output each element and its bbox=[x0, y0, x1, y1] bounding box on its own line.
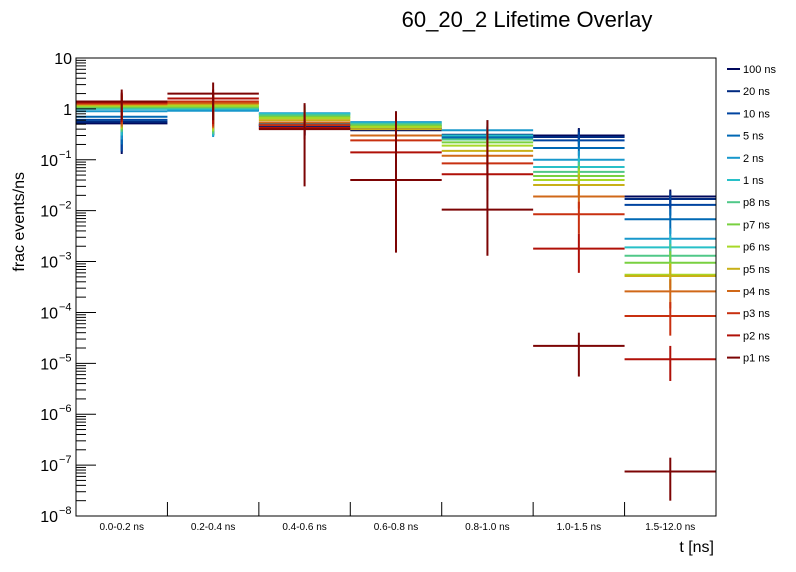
legend-item: p2 ns bbox=[727, 330, 770, 342]
data-layer bbox=[76, 82, 716, 501]
y-tick-label: 10 bbox=[54, 51, 72, 68]
y-tick-label: 10 bbox=[40, 458, 58, 475]
legend-item: 2 ns bbox=[727, 153, 764, 165]
chart-title: 60_20_2 Lifetime Overlay bbox=[402, 7, 653, 32]
series-p1-ns bbox=[76, 82, 716, 501]
y-tick-exponent: −1 bbox=[59, 149, 72, 161]
x-category-label: 0.4-0.6 ns bbox=[282, 522, 326, 533]
legend-label: 10 ns bbox=[743, 108, 770, 120]
x-category-label: 0.2-0.4 ns bbox=[191, 522, 235, 533]
plot-frame bbox=[75, 57, 717, 517]
y-tick-exponent: −8 bbox=[59, 505, 72, 517]
y-tick-label: 10 bbox=[40, 255, 58, 272]
x-category-label: 0.8-1.0 ns bbox=[465, 522, 509, 533]
y-tick-label: 10 bbox=[40, 305, 58, 322]
x-category-label: 1.5-12.0 ns bbox=[645, 522, 695, 533]
y-tick-exponent: −2 bbox=[59, 200, 72, 212]
y-tick-exponent: −6 bbox=[59, 403, 72, 415]
legend-item: 10 ns bbox=[727, 108, 770, 120]
x-category-label: 1.0-1.5 ns bbox=[557, 522, 601, 533]
legend-item: p6 ns bbox=[727, 242, 770, 254]
y-tick-exponent: −3 bbox=[59, 251, 72, 263]
legend-item: p5 ns bbox=[727, 264, 770, 276]
y-tick-label: 10 bbox=[40, 356, 58, 373]
y-tick-label: 1 bbox=[63, 102, 72, 119]
legend-item: p8 ns bbox=[727, 197, 770, 209]
y-tick-label: 10 bbox=[40, 407, 58, 424]
y-tick-exponent: −5 bbox=[59, 352, 72, 364]
legend: 100 ns 20 ns 10 ns 5 ns 2 ns 1 ns p8 ns p7 ns p6… bbox=[727, 64, 777, 365]
legend-label: 1 ns bbox=[743, 175, 764, 187]
y-axis-label: frac events/ns bbox=[11, 172, 28, 272]
legend-item: p3 ns bbox=[727, 308, 770, 320]
y-tick-label: 10 bbox=[40, 204, 58, 221]
legend-label: p2 ns bbox=[743, 330, 770, 342]
x-category-label: 0.0-0.2 ns bbox=[99, 522, 143, 533]
legend-label: p6 ns bbox=[743, 242, 770, 254]
y-tick-label: 10 bbox=[40, 153, 58, 170]
legend-label: 100 ns bbox=[743, 64, 777, 76]
y-tick-exponent: −7 bbox=[59, 454, 72, 466]
x-axis-label: t [ns] bbox=[679, 539, 714, 556]
x-category-label: 0.6-0.8 ns bbox=[374, 522, 418, 533]
legend-item: 5 ns bbox=[727, 131, 764, 143]
legend-label: p8 ns bbox=[743, 197, 770, 209]
legend-item: p1 ns bbox=[727, 353, 770, 365]
legend-label: p5 ns bbox=[743, 264, 770, 276]
legend-label: 20 ns bbox=[743, 86, 770, 98]
legend-label: p4 ns bbox=[743, 286, 770, 298]
legend-label: p3 ns bbox=[743, 308, 770, 320]
legend-item: 20 ns bbox=[727, 86, 770, 98]
legend-label: 2 ns bbox=[743, 153, 764, 165]
legend-item: 1 ns bbox=[727, 175, 764, 187]
legend-label: p1 ns bbox=[743, 353, 770, 365]
x-axis: 0.0-0.2 ns 0.2-0.4 ns 0.4-0.6 ns 0.6-0.8 ns… bbox=[99, 502, 695, 533]
legend-item: p7 ns bbox=[727, 219, 770, 231]
y-tick-exponent: −4 bbox=[59, 301, 72, 313]
legend-label: p7 ns bbox=[743, 219, 770, 231]
legend-item: 100 ns bbox=[727, 64, 777, 76]
legend-item: p4 ns bbox=[727, 286, 770, 298]
legend-label: 5 ns bbox=[743, 131, 764, 143]
y-tick-label: 10 bbox=[40, 509, 58, 526]
